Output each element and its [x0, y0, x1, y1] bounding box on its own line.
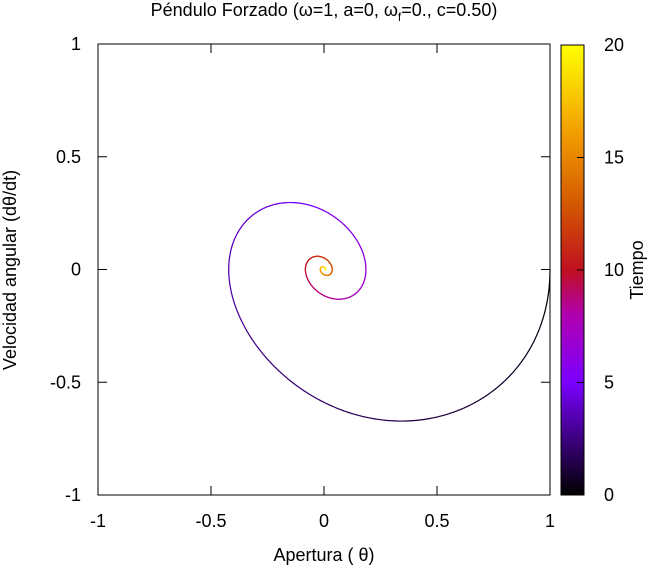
x-tick-label: 0 [319, 511, 329, 531]
colorbar-tick-label: 5 [604, 373, 614, 393]
x-axis-ticks: -1 -0.5 0 0.5 1 [90, 44, 555, 531]
x-axis-title: Apertura ( θ) [273, 545, 374, 565]
colorbar-ticks: 0 5 10 15 20 [577, 35, 624, 505]
colorbar: 0 5 10 15 20 [560, 35, 624, 505]
plot-area: -1 -0.5 0 0.5 1 -1 -0.5 0 0.5 1 [50, 34, 555, 531]
y-tick-label: -0.5 [50, 372, 81, 392]
y-axis-ticks: -1 -0.5 0 0.5 1 [50, 34, 550, 505]
x-tick-label: 0.5 [424, 511, 449, 531]
x-tick-label: 1 [545, 511, 555, 531]
plot-frame [97, 43, 551, 496]
phase-trajectory [228, 201, 551, 422]
colorbar-tick-label: 10 [604, 260, 624, 280]
colorbar-tick-label: 0 [604, 485, 614, 505]
y-axis-title: Velocidad angular (dθ/dt) [0, 170, 20, 370]
colorbar-tick-label: 15 [604, 148, 624, 168]
x-tick-label: -0.5 [195, 511, 226, 531]
colorbar-title: Tiempo [627, 240, 647, 299]
chart-title-subscript: f [398, 10, 402, 24]
colorbar-tick-label: 20 [604, 35, 624, 55]
y-tick-label: -1 [65, 485, 81, 505]
chart-title: Péndulo Forzado (ω=1, a=0, ωf=0., c=0.50… [151, 0, 498, 24]
y-tick-label: 0 [71, 260, 81, 280]
y-tick-label: 1 [71, 34, 81, 54]
x-tick-label: -1 [90, 511, 106, 531]
y-tick-label: 0.5 [56, 147, 81, 167]
